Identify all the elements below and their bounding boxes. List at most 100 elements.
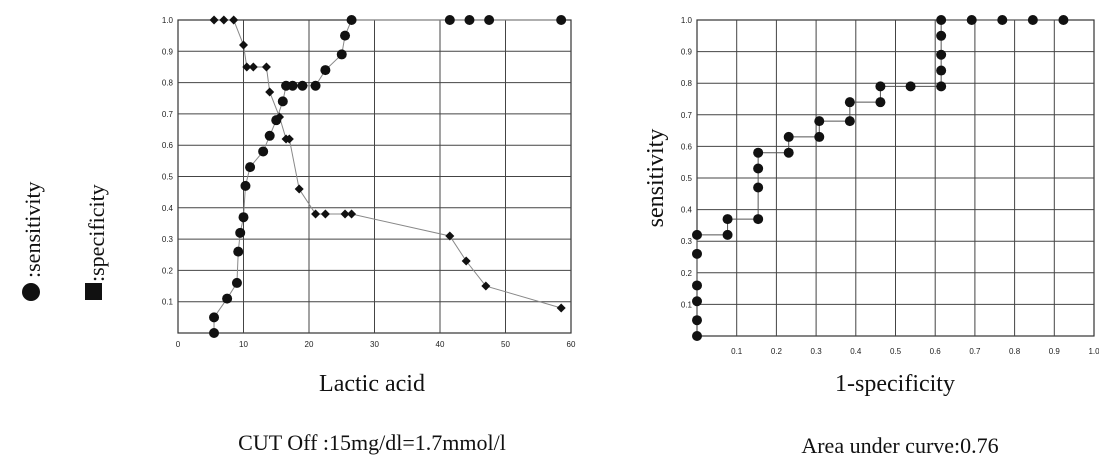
- lactic-acid-marks: [209, 15, 567, 338]
- left-sensitivity-point: [464, 15, 475, 25]
- left-specificity-point: [340, 209, 350, 219]
- left-specificity-point: [239, 40, 248, 50]
- right-roc-point: [936, 15, 947, 25]
- left-x-tick-label: 10: [239, 340, 248, 349]
- left-x-tick-label: 50: [501, 340, 510, 349]
- right-x-tick-label: 1.0: [1088, 347, 1099, 356]
- right-roc-point: [692, 229, 702, 240]
- left-specificity-point: [209, 15, 219, 25]
- left-specificity-point: [242, 62, 252, 72]
- left-sensitivity-point: [209, 312, 220, 323]
- right-x-tick-label: 0.1: [731, 347, 743, 356]
- lactic-acid-grid: [177, 19, 572, 334]
- right-roc-point: [936, 81, 947, 92]
- lactic-acid-caption: CUT Off :15mg/dl=1.7mmol/l: [238, 430, 506, 455]
- right-x-tick-label: 0.8: [1009, 347, 1021, 356]
- lactic-acid-chart: 0 10 20 30 40 50 60 0.1 0.2 0.3 0.4 0.5 0.6 0.7 0.8 0.9…: [162, 15, 576, 455]
- roc-marks: [692, 15, 1069, 341]
- left-specificity-point: [261, 62, 271, 72]
- right-roc-point: [783, 147, 794, 158]
- left-sensitivity-point: [240, 180, 251, 191]
- right-roc-point: [692, 248, 702, 259]
- left-specificity-point: [219, 15, 229, 25]
- left-sensitivity-point: [245, 162, 256, 173]
- right-roc-point: [692, 296, 702, 307]
- left-specificity-point: [347, 209, 357, 219]
- left-specificity-point: [481, 281, 491, 291]
- legend: :sensitivity :specificity: [20, 181, 109, 301]
- right-roc-point: [875, 97, 886, 108]
- right-y-tick-label: 0.2: [681, 269, 693, 278]
- left-y-tick-label: 0.7: [162, 110, 174, 119]
- left-y-tick-label: 0.8: [162, 79, 174, 88]
- left-sensitivity-point: [346, 15, 357, 25]
- right-roc-point: [722, 214, 733, 225]
- right-x-tick-label: 0.7: [969, 347, 981, 356]
- lactic-acid-x-axis-title: Lactic acid: [319, 371, 425, 397]
- left-sensitivity-point: [233, 246, 244, 257]
- right-roc-point: [753, 163, 764, 174]
- sensitivity-legend-marker: [22, 283, 40, 301]
- left-x-tick-label: 40: [436, 340, 445, 349]
- right-y-tick-label: 0.3: [681, 237, 693, 246]
- left-y-tick-label: 0.2: [162, 266, 174, 275]
- right-roc-point: [936, 49, 947, 60]
- right-y-tick-label: 0.6: [681, 142, 693, 151]
- roc-grid: [696, 19, 1095, 337]
- left-specificity-point: [284, 134, 294, 144]
- left-y-tick-label: 0.9: [162, 47, 174, 56]
- left-sensitivity-point: [277, 96, 288, 107]
- left-x-tick-label: 30: [370, 340, 379, 349]
- left-y-tick-label: 0.6: [162, 141, 174, 150]
- left-specificity-point: [556, 303, 566, 313]
- right-roc-point: [722, 229, 733, 240]
- specificity-legend-label: :specificity: [84, 184, 109, 282]
- left-specificity-point: [294, 184, 304, 194]
- left-sensitivity-point: [235, 227, 246, 238]
- left-sensitivity-point: [209, 328, 220, 338]
- right-roc-point: [692, 315, 702, 326]
- left-sensitivity-point: [297, 80, 308, 91]
- left-specificity-point: [311, 209, 321, 219]
- right-roc-point: [936, 30, 947, 41]
- right-roc-point: [692, 331, 702, 341]
- left-y-tick-label: 0.5: [162, 173, 174, 182]
- roc-x-axis-title: 1-specificity: [835, 371, 955, 397]
- left-x-tick-label: 0: [176, 340, 181, 349]
- left-specificity-point: [445, 231, 455, 241]
- left-x-tick-label: 60: [567, 340, 576, 349]
- right-x-tick-label: 0.6: [930, 347, 942, 356]
- right-roc-point: [753, 214, 764, 225]
- right-roc-point: [814, 131, 825, 142]
- left-sensitivity-point: [444, 15, 455, 25]
- right-roc-point: [1058, 15, 1069, 25]
- roc-curve-chart: 0.1 0.2 0.3 0.4 0.5 0.6 0.7 0.8 0.9 1.0 0.1 0.2 0.3 0…: [643, 15, 1099, 458]
- right-roc-point: [692, 280, 702, 291]
- left-sensitivity-point: [320, 65, 331, 76]
- right-x-tick-label: 0.2: [771, 347, 783, 356]
- left-sensitivity-point: [484, 15, 495, 25]
- left-sensitivity-point: [556, 15, 567, 25]
- left-y-tick-label: 0.4: [162, 204, 174, 213]
- right-y-tick-label: 0.8: [681, 79, 693, 88]
- left-specificity-point: [265, 87, 275, 97]
- right-x-tick-label: 0.9: [1049, 347, 1061, 356]
- left-specificity-point: [461, 256, 471, 266]
- right-y-tick-label: 0.9: [681, 48, 693, 57]
- left-sensitivity-point: [336, 49, 347, 60]
- right-y-tick-label: 0.4: [681, 206, 693, 215]
- right-roc-point: [966, 15, 977, 25]
- right-roc-point: [844, 116, 855, 127]
- left-y-tick-label: 0.3: [162, 235, 174, 244]
- roc-ticks: 0.1 0.2 0.3 0.4 0.5 0.6 0.7 0.8 0.9 1.0 0.1 0.2 0.3 0…: [681, 16, 1099, 356]
- right-y-tick-label: 0.5: [681, 174, 693, 183]
- right-x-tick-label: 0.4: [850, 347, 862, 356]
- right-roc-point: [844, 97, 855, 108]
- left-sensitivity-point: [340, 30, 351, 41]
- left-sensitivity-point: [238, 212, 249, 223]
- sensitivity-legend-label: :sensitivity: [20, 181, 45, 278]
- left-y-tick-label: 0.1: [162, 298, 174, 307]
- left-sensitivity-point: [310, 80, 321, 91]
- left-specificity-point: [275, 112, 285, 122]
